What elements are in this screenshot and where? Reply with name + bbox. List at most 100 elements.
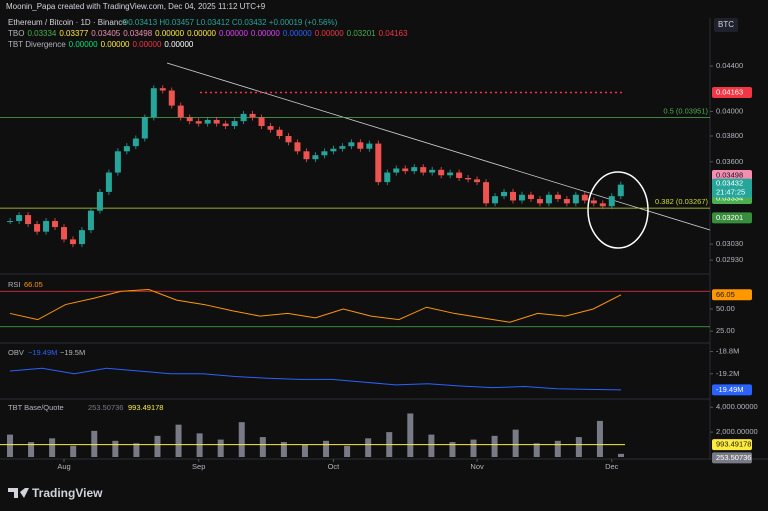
candle: [177, 105, 184, 118]
candle: [186, 117, 193, 122]
candle: [420, 167, 427, 173]
volume-bar: [344, 445, 351, 457]
candle: [492, 196, 499, 204]
candle: [312, 155, 319, 160]
candle: [590, 200, 597, 204]
countdown: 21:47:25: [716, 188, 745, 197]
trendline: [166, 62, 711, 231]
volume-bar: [217, 439, 224, 457]
candle: [195, 121, 202, 124]
volume-bar: [49, 438, 56, 457]
candle: [249, 113, 256, 118]
volume-bar: [91, 430, 98, 457]
volume-bar: [238, 422, 245, 457]
candle: [303, 151, 310, 160]
pane-legend: 993.49178: [128, 403, 163, 412]
legend-value: 0.00000: [315, 29, 344, 38]
candle: [267, 126, 274, 130]
candle: [599, 203, 606, 207]
candle: [159, 88, 166, 91]
fib-label: 0.382 (0.03267): [655, 197, 708, 206]
candle: [78, 230, 85, 245]
candle: [581, 194, 588, 201]
candle: [339, 146, 346, 149]
last-value: 253.50736: [716, 453, 751, 462]
legend-value: 0.04163: [379, 29, 408, 38]
brand: TradingView: [32, 486, 103, 500]
volume-bar: [196, 433, 203, 457]
legend-label: TBT Divergence: [8, 40, 66, 49]
candle: [61, 227, 67, 240]
candle: [393, 168, 400, 173]
candle: [168, 90, 175, 106]
candle: [276, 129, 283, 136]
y-tick-label: 0.03600: [716, 157, 743, 166]
x-tick-label: Sep: [192, 462, 205, 471]
price-label-box: [712, 86, 752, 98]
tbt-legend: TBT Divergence 0.00000 0.00000 0.00000 0.000…: [8, 40, 194, 49]
volume-bar: [449, 442, 456, 457]
legend-value: 0.03334: [27, 29, 56, 38]
candle: [456, 172, 463, 178]
ma-label-box: [712, 439, 752, 451]
price-label-box: [712, 170, 752, 182]
candle: [25, 215, 32, 225]
pane-legend: 253.50736: [88, 403, 123, 412]
created-by: Moonin_Papa created with TradingView.com…: [6, 2, 266, 11]
logo-mark: [8, 488, 29, 498]
legend-value: 0.03498: [123, 29, 152, 38]
last-price-box: [712, 178, 752, 198]
legend-value: 0.00000: [164, 40, 193, 49]
candle: [114, 151, 121, 173]
last-value-box: [712, 384, 752, 396]
last-value-box: [712, 452, 752, 464]
volume-bar: [259, 437, 266, 457]
candle: [402, 168, 409, 172]
volume-bar: [175, 424, 182, 457]
logo: TradingView: [8, 486, 103, 500]
candle: [34, 224, 41, 232]
legend-value: 0.00000: [283, 29, 312, 38]
rsi-value: 66.05: [716, 290, 735, 299]
candle: [240, 113, 247, 122]
legend-value: 0.03405: [91, 29, 120, 38]
candle: [285, 135, 292, 143]
candle: [527, 194, 534, 200]
indicator-line: [9, 367, 622, 391]
legend-value: 0.00000: [187, 29, 216, 38]
candle: [7, 221, 14, 223]
volume-bar: [428, 434, 435, 457]
candle: [348, 142, 355, 147]
volume-bar: [323, 440, 330, 457]
highlight-circle: [587, 171, 649, 249]
candle: [357, 142, 364, 149]
pane-label: OBV: [8, 348, 24, 357]
candle: [474, 179, 481, 183]
candle: [52, 221, 59, 228]
volume-bar: [28, 442, 35, 457]
ma-label: 993.49178: [716, 440, 751, 449]
x-tick-label: Aug: [57, 462, 70, 471]
volume-bar: [533, 443, 540, 457]
x-tick-label: Dec: [605, 462, 619, 471]
candle: [563, 199, 570, 204]
volume-bar: [365, 438, 372, 457]
legend-value: 0.00000: [219, 29, 248, 38]
ohlc: O0.03413 H0.03457 L0.03412 C0.03432 +0.0…: [122, 18, 338, 27]
volume-bar: [154, 435, 161, 457]
candle: [96, 191, 103, 211]
candle: [204, 119, 211, 124]
volume-bar: [618, 453, 624, 457]
y-tick-label: 0.04000: [716, 106, 743, 115]
candle: [330, 148, 337, 152]
volume-bar: [470, 439, 477, 457]
candle: [105, 172, 112, 192]
volume-bar: [112, 440, 119, 457]
y-tick-label: 4,000.00000: [716, 402, 758, 411]
volume-bar: [280, 442, 287, 457]
fib-label: 0.5 (0.03951): [663, 106, 708, 115]
candle: [294, 142, 301, 152]
tbo-legend: TBO 0.03334 0.03377 0.03405 0.03498 0.00000 0.…: [8, 29, 408, 38]
candle: [501, 191, 508, 197]
